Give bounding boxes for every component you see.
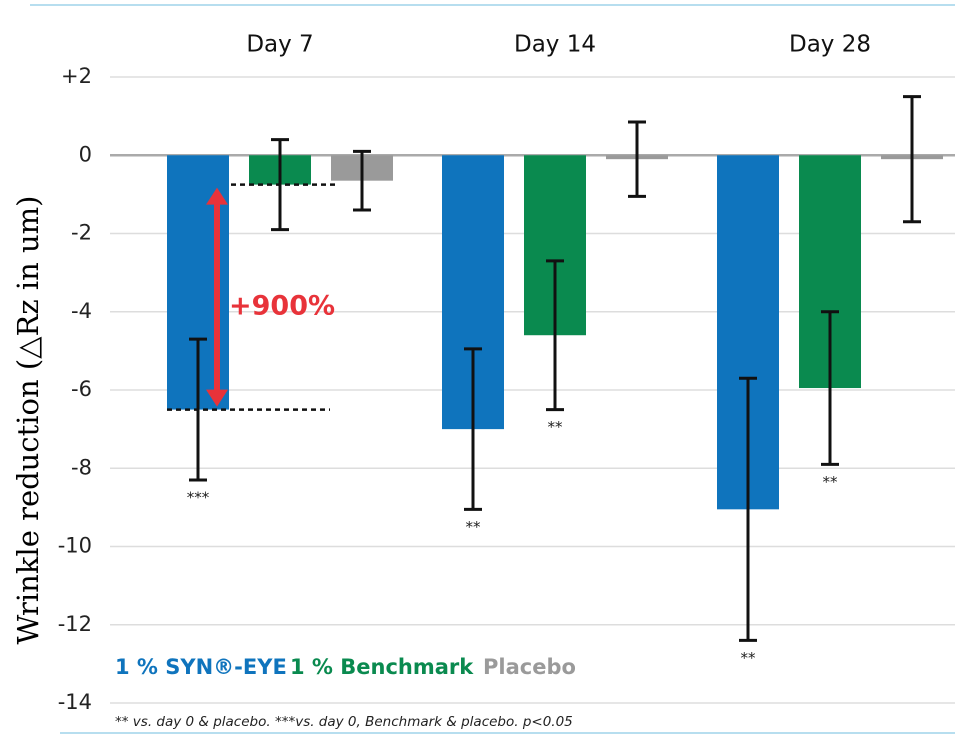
arrow-head: [206, 187, 228, 205]
legend-entry: 1 % SYN®-EYE: [115, 655, 287, 679]
footnote: ** vs. day 0 & placebo. ***vs. day 0, Be…: [115, 714, 573, 730]
category-label: Day 7: [246, 32, 313, 58]
y-tick-label: -6: [71, 377, 92, 401]
category-label: Day 28: [789, 32, 871, 58]
error-bar: [546, 259, 564, 412]
y-tick-label: 0: [79, 142, 92, 166]
significance-label: **: [823, 473, 839, 491]
y-tick-label: -12: [58, 612, 92, 636]
error-bar: [353, 149, 371, 212]
y-axis-label: Wrinkle reduction (△Rz in um): [11, 196, 45, 645]
y-tick-label: -10: [58, 534, 92, 558]
significance-label: **: [548, 418, 564, 436]
annotation: +900%: [229, 291, 335, 322]
category-label: Day 14: [514, 32, 596, 58]
significance-label: ***: [187, 488, 210, 506]
significance-label: **: [466, 518, 482, 536]
legend-entry: 1 % Benchmark: [290, 655, 474, 679]
y-tick-label: -2: [71, 221, 92, 245]
error-bar: [464, 347, 482, 511]
error-bar: [821, 310, 839, 466]
significance-label: **: [741, 649, 757, 667]
y-tick-label: -4: [71, 299, 92, 323]
y-tick-label: -8: [71, 455, 92, 479]
y-tick-label: +2: [61, 64, 92, 88]
legend-entry: Placebo: [483, 655, 576, 679]
error-bar: [739, 376, 757, 642]
arrow-head: [206, 389, 228, 407]
y-tick-label: -14: [58, 690, 92, 714]
error-bar: [628, 120, 646, 198]
error-bar: [903, 95, 921, 224]
